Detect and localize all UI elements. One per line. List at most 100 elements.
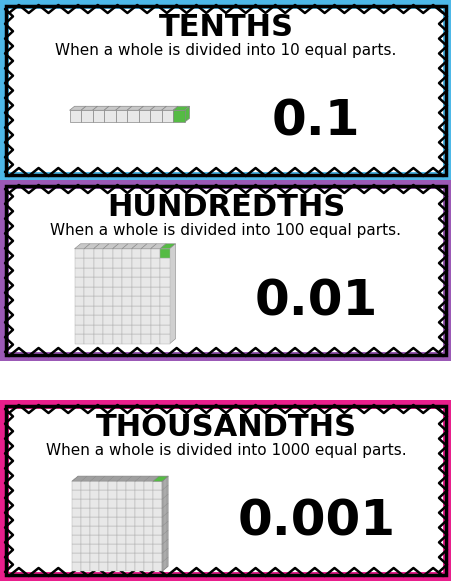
Bar	[93, 334, 103, 344]
Bar	[84, 315, 93, 325]
Bar	[150, 268, 160, 277]
Bar	[103, 249, 112, 259]
Bar	[99, 535, 108, 544]
Bar	[84, 277, 93, 287]
Bar	[131, 306, 141, 315]
Bar	[74, 325, 84, 334]
Bar	[117, 535, 126, 544]
Polygon shape	[131, 244, 147, 249]
Bar	[81, 517, 90, 526]
Bar	[115, 110, 127, 122]
Bar	[160, 268, 169, 277]
Bar	[153, 481, 161, 490]
Bar	[72, 517, 81, 526]
Bar	[84, 268, 93, 277]
Text: HUNDREDTHS: HUNDREDTHS	[106, 193, 345, 223]
Bar	[117, 508, 126, 517]
Bar	[108, 535, 117, 544]
Text: 0.01: 0.01	[254, 277, 377, 325]
Bar	[160, 296, 169, 306]
Bar	[150, 334, 160, 344]
Bar	[81, 508, 90, 517]
Bar	[144, 499, 153, 508]
Bar	[141, 325, 150, 334]
Bar	[74, 306, 84, 315]
Bar	[131, 287, 141, 296]
Bar	[117, 526, 126, 535]
Bar	[112, 249, 122, 259]
Bar	[122, 306, 131, 315]
Bar	[103, 277, 112, 287]
Bar	[153, 499, 161, 508]
Polygon shape	[81, 106, 97, 110]
Bar	[90, 526, 99, 535]
Bar	[141, 268, 150, 277]
Bar	[126, 481, 135, 490]
Bar	[122, 249, 131, 259]
Bar	[99, 490, 108, 499]
Bar	[160, 325, 169, 334]
Bar	[122, 287, 131, 296]
Bar	[144, 490, 153, 499]
Bar	[108, 526, 117, 535]
Bar	[84, 249, 93, 259]
Polygon shape	[122, 244, 137, 249]
Bar	[74, 334, 84, 344]
Polygon shape	[138, 106, 155, 110]
Bar	[126, 508, 135, 517]
Bar	[74, 287, 84, 296]
Bar	[112, 259, 122, 268]
Bar	[141, 315, 150, 325]
Polygon shape	[93, 244, 109, 249]
Bar	[117, 481, 126, 490]
Bar	[81, 490, 90, 499]
Bar	[92, 110, 104, 122]
Bar	[135, 490, 144, 499]
Bar	[160, 306, 169, 315]
Bar	[131, 277, 141, 287]
Bar	[160, 315, 169, 325]
Bar	[144, 562, 153, 571]
Bar	[112, 268, 122, 277]
Bar	[126, 499, 135, 508]
Polygon shape	[153, 476, 168, 481]
Bar	[74, 268, 84, 277]
Bar	[72, 553, 81, 562]
Bar	[84, 334, 93, 344]
Bar	[150, 306, 160, 315]
Bar	[150, 259, 160, 268]
Bar	[99, 562, 108, 571]
Bar	[72, 562, 81, 571]
Bar	[90, 553, 99, 562]
Bar	[127, 110, 138, 122]
Bar	[141, 334, 150, 344]
Bar	[81, 481, 90, 490]
Bar	[112, 306, 122, 315]
Bar	[135, 535, 144, 544]
Bar	[93, 306, 103, 315]
Bar	[84, 259, 93, 268]
Bar	[103, 334, 112, 344]
Polygon shape	[69, 106, 86, 110]
Bar	[90, 481, 99, 490]
Polygon shape	[103, 244, 118, 249]
Bar	[9, 409, 442, 572]
Bar	[150, 315, 160, 325]
Bar	[103, 259, 112, 268]
Bar	[153, 526, 161, 535]
Text: 0.1: 0.1	[272, 97, 360, 145]
Bar	[72, 481, 81, 490]
Bar	[126, 526, 135, 535]
Bar	[135, 499, 144, 508]
Bar	[135, 517, 144, 526]
Bar	[138, 110, 150, 122]
Polygon shape	[169, 244, 175, 344]
Bar	[161, 110, 173, 122]
Bar	[141, 306, 150, 315]
Bar	[141, 287, 150, 296]
Bar	[99, 544, 108, 553]
Bar	[131, 334, 141, 344]
Bar	[131, 259, 141, 268]
Bar	[0, 400, 451, 581]
Bar	[131, 296, 141, 306]
